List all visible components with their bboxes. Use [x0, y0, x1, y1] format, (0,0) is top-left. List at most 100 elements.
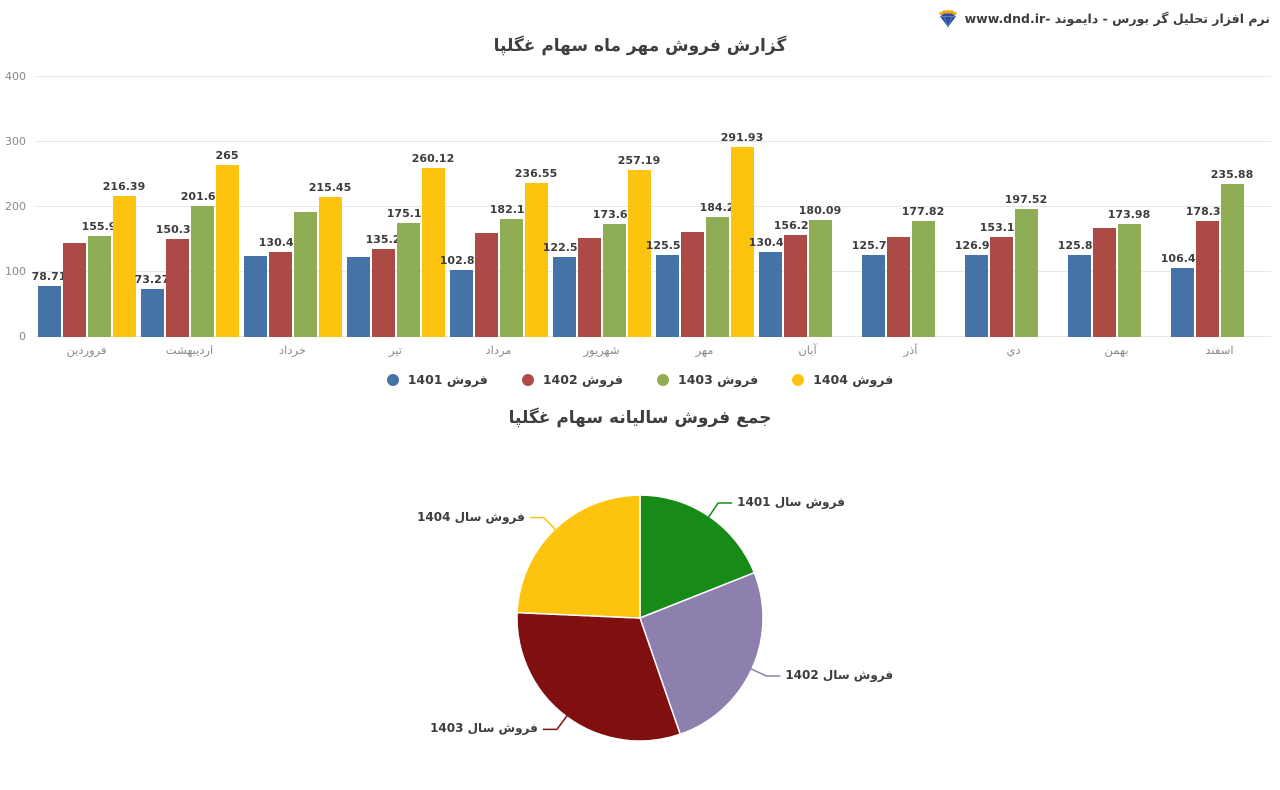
y-tick-label: 400	[5, 70, 26, 83]
bar-slot: 178.31	[1186, 77, 1228, 337]
bar-1401-month-10[interactable]: 126.94	[955, 239, 997, 337]
bar-1404-month-2[interactable]: 265	[215, 149, 239, 337]
bar-slot: 182.16	[490, 77, 532, 337]
bar-slot	[1245, 77, 1270, 337]
bar-1401-month-12[interactable]: 106.41	[1161, 252, 1203, 337]
bar-1403-month-5[interactable]: 182.16	[490, 203, 532, 337]
bar-slot: 260.12	[412, 77, 454, 337]
app-brand: نرم افزار تحلیل گر بورس - دایموند -www.d…	[937, 7, 1270, 29]
bar-slot: 135.2	[366, 77, 400, 337]
bar-1403-month-3[interactable]	[293, 211, 317, 337]
bar-value-label: 257.19	[617, 153, 661, 167]
bar-value-label: 130.41	[748, 236, 792, 250]
legend-item-1403[interactable]: فروش 1403	[657, 372, 758, 387]
bar-1402-month-3[interactable]: 130.45	[259, 236, 301, 337]
legend-dot	[792, 373, 805, 386]
bar-1401-month-4[interactable]	[346, 256, 370, 337]
bar-1401-month-3[interactable]	[243, 256, 267, 337]
bar-1401-month-11[interactable]: 125.86	[1058, 239, 1100, 337]
bar-1403-month-2[interactable]: 201.66	[181, 190, 223, 337]
bar-value-label: 106.41	[1160, 251, 1204, 265]
bar-1403-month-9[interactable]: 177.82	[902, 205, 944, 337]
bar-chart-title: گزارش فروش مهر ماه سهام غگلپا	[493, 36, 787, 56]
bar-1402-month-9[interactable]	[886, 236, 910, 337]
bar-1404-month-6[interactable]: 257.19	[618, 154, 660, 337]
bar-value-label: 156.29	[773, 219, 817, 233]
bar-slot: 177.82	[902, 77, 944, 337]
bar-1401-month-2[interactable]: 73.27	[135, 273, 169, 337]
bar-slot: 197.52	[1005, 77, 1047, 337]
x-tick-label: مرداد	[485, 343, 512, 357]
x-tick-label: دي	[1006, 343, 1021, 357]
bar-1401-month-8[interactable]: 130.41	[749, 236, 791, 337]
bar-slot: 126.94	[955, 77, 997, 337]
bar-1404-month-5[interactable]: 236.55	[515, 167, 557, 337]
legend-item-1404[interactable]: فروش 1404	[792, 372, 893, 387]
bar-1402-month-6[interactable]	[577, 237, 601, 337]
bar-slot	[577, 77, 602, 337]
legend-item-1402[interactable]: فروش 1402	[521, 372, 623, 387]
bar-slot: 291.93	[721, 77, 763, 337]
bar-1401-month-9[interactable]: 125.73	[852, 239, 894, 337]
bar-1403-month-7[interactable]: 184.2	[700, 201, 734, 337]
bar-1403-month-6[interactable]: 173.69	[593, 208, 635, 337]
x-tick-label: اردیبهشت	[165, 343, 214, 357]
bar-value-label: 184.2	[699, 201, 735, 215]
bar-1402-month-4[interactable]: 135.2	[366, 233, 400, 337]
bar-slot	[1092, 77, 1117, 337]
bar-value-label: 102.88	[439, 254, 483, 268]
bar-value-label: 291.93	[720, 131, 764, 145]
bar-value-label: 235.88	[1210, 167, 1254, 181]
bar-slot: 180.09	[799, 77, 841, 337]
bar-value-label: 180.09	[798, 203, 842, 217]
bar-value-label: 130.45	[258, 236, 302, 250]
bar-1402-month-10[interactable]: 153.19	[980, 221, 1022, 337]
bar-1402-month-12[interactable]: 178.31	[1186, 205, 1228, 337]
bar-value-label: 73.27	[134, 273, 170, 287]
bar-slot: 184.2	[700, 77, 734, 337]
bar-1403-month-10[interactable]: 197.52	[1005, 193, 1047, 337]
bar-1403-month-4[interactable]: 175.17	[387, 207, 429, 337]
gridline	[35, 336, 1271, 337]
bar-1403-month-11[interactable]: 173.98	[1108, 208, 1150, 337]
bar-1402-month-8[interactable]: 156.29	[774, 219, 816, 337]
bar-1403-month-8[interactable]: 180.09	[799, 204, 841, 337]
bar-slot: 153.19	[980, 77, 1022, 337]
bar-value-label: 173.69	[592, 208, 636, 222]
bar-slot: 102.88	[440, 77, 482, 337]
bar-group-month-11: 125.86 173.98	[1058, 77, 1168, 337]
bar-slot: 122.54	[543, 77, 585, 337]
bar-1401-month-6[interactable]: 122.54	[543, 241, 585, 337]
bar-group-month-10: 126.94 153.19 197.52	[955, 77, 1065, 337]
bar-value-label: 236.55	[514, 167, 558, 181]
bar-1404-month-7[interactable]: 291.93	[721, 131, 763, 337]
x-tick-label: اسفند	[1205, 343, 1234, 357]
bar-1402-month-7[interactable]	[680, 232, 704, 337]
bar-1401-month-1[interactable]: 78.71	[32, 270, 66, 337]
bar-1404-month-3[interactable]: 215.45	[309, 181, 351, 337]
bar-slot: 175.17	[387, 77, 429, 337]
bar-1402-month-5[interactable]	[474, 233, 498, 337]
bar-1402-month-11[interactable]	[1092, 227, 1116, 337]
x-tick-label: مهر	[695, 343, 714, 357]
pie-slice-1404[interactable]	[516, 494, 641, 619]
bar-slot	[243, 77, 268, 337]
bar-group-month-2: 73.27 150.39 201.66 265	[135, 77, 241, 337]
bar-slot: 236.55	[515, 77, 557, 337]
legend-item-1401[interactable]: فروش 1401	[386, 372, 488, 387]
bar-1403-month-12[interactable]: 235.88	[1211, 168, 1253, 337]
bar-slot: 265	[215, 77, 240, 337]
bar-1402-month-1[interactable]	[62, 243, 86, 337]
pie-chart-title: جمع فروش سالیانه سهام غگلپا	[508, 408, 772, 428]
bar-slot: 150.39	[156, 77, 198, 337]
bar-1402-month-2[interactable]: 150.39	[156, 223, 198, 337]
bar-slot: 155.9	[82, 77, 116, 337]
bar-1401-month-7[interactable]: 125.58	[646, 239, 688, 337]
bar-1403-month-1[interactable]: 155.9	[82, 220, 116, 337]
bar-1404-month-1[interactable]: 216.39	[103, 180, 145, 337]
bar-1401-month-5[interactable]: 102.88	[440, 254, 482, 337]
bar-1404-month-4[interactable]: 260.12	[412, 152, 454, 337]
y-tick-label: 0	[19, 330, 26, 343]
